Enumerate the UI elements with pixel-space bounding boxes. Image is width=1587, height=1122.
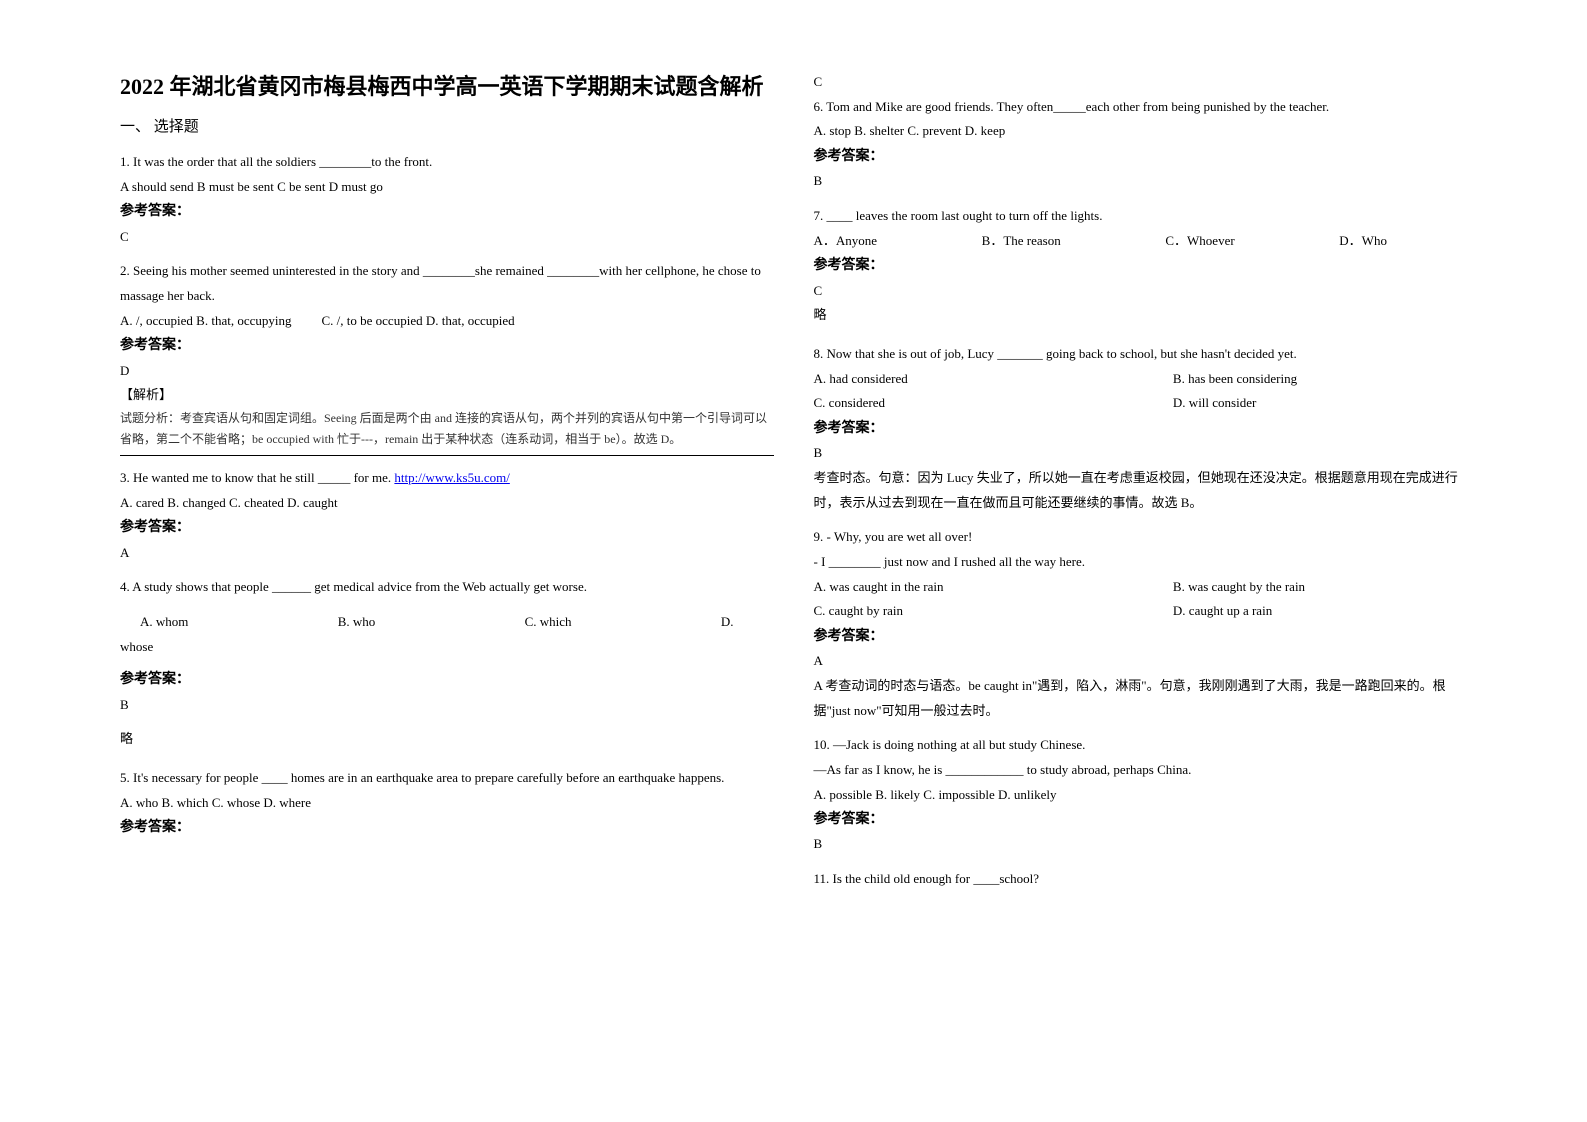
answer-label: 参考答案： bbox=[120, 667, 774, 692]
answer-label: 参考答案： bbox=[814, 253, 1468, 278]
q7-opt-c: C．Whoever bbox=[1165, 229, 1234, 254]
q11-text: 11. Is the child old enough for ____scho… bbox=[814, 867, 1468, 892]
question-1: 1. It was the order that all the soldier… bbox=[120, 150, 774, 249]
q4-opt-d: whose bbox=[120, 635, 774, 660]
answer-label: 参考答案： bbox=[120, 815, 774, 840]
q9-opt-c: C. caught by rain bbox=[814, 599, 1173, 624]
answer-label: 参考答案： bbox=[814, 807, 1468, 832]
answer-label: 参考答案： bbox=[120, 333, 774, 358]
q9-text1: 9. - Why, you are wet all over! bbox=[814, 525, 1468, 550]
q1-text: 1. It was the order that all the soldier… bbox=[120, 150, 774, 175]
q8-row1: A. had considered B. has been considerin… bbox=[814, 367, 1468, 392]
q10-options: A. possible B. likely C. impossible D. u… bbox=[814, 783, 1468, 808]
divider bbox=[120, 455, 774, 456]
question-8: 8. Now that she is out of job, Lucy ____… bbox=[814, 342, 1468, 515]
section-heading: 一、 选择题 bbox=[120, 115, 774, 136]
q6-text: 6. Tom and Mike are good friends. They o… bbox=[814, 95, 1468, 120]
q7-opt-d: D．Who bbox=[1339, 229, 1387, 254]
q8-analysis: 考查时态。句意：因为 Lucy 失业了，所以她一直在考虑重返校园，但她现在还没决… bbox=[814, 466, 1468, 515]
q2-analysis: 试题分析：考查宾语从句和固定词组。Seeing 后面是两个由 and 连接的宾语… bbox=[120, 408, 774, 451]
q4-opt-b: B. who bbox=[338, 610, 376, 635]
q1-options: A should send B must be sent C be sent D… bbox=[120, 175, 774, 200]
q4-opt-c: C. which bbox=[525, 610, 572, 635]
q9-row1: A. was caught in the rain B. was caught … bbox=[814, 575, 1468, 600]
q9-opt-d: D. caught up a rain bbox=[1173, 599, 1272, 624]
q8-opt-c: C. considered bbox=[814, 391, 1173, 416]
q3-text: 3. He wanted me to know that he still __… bbox=[120, 466, 774, 491]
q3-answer: A bbox=[120, 541, 774, 566]
question-5: 5. It's necessary for people ____ homes … bbox=[120, 766, 774, 841]
q2-options: A. /, occupied B. that, occupying C. /, … bbox=[120, 309, 774, 334]
q7-text: 7. ____ leaves the room last ought to tu… bbox=[814, 204, 1468, 229]
q8-text: 8. Now that she is out of job, Lucy ____… bbox=[814, 342, 1468, 367]
page-title: 2022 年湖北省黄冈市梅县梅西中学高一英语下学期期末试题含解析 bbox=[120, 70, 774, 103]
q6-options: A. stop B. shelter C. prevent D. keep bbox=[814, 119, 1468, 144]
q4-text: 4. A study shows that people ______ get … bbox=[120, 575, 774, 600]
q2-opt-left: A. /, occupied B. that, occupying bbox=[120, 309, 292, 334]
question-2: 2. Seeing his mother seemed uninterested… bbox=[120, 259, 774, 456]
answer-label: 参考答案： bbox=[120, 199, 774, 224]
question-6: 6. Tom and Mike are good friends. They o… bbox=[814, 95, 1468, 194]
q4-answer: B bbox=[120, 693, 774, 718]
q8-opt-b: B. has been considering bbox=[1173, 367, 1297, 392]
q6-answer: B bbox=[814, 169, 1468, 194]
q1-answer: C bbox=[120, 225, 774, 250]
q10-text1: 10. —Jack is doing nothing at all but st… bbox=[814, 733, 1468, 758]
answer-label: 参考答案： bbox=[814, 144, 1468, 169]
q8-opt-a: A. had considered bbox=[814, 367, 1173, 392]
q7-options: A．Anyone B．The reason C．Whoever D．Who bbox=[814, 229, 1468, 254]
q9-text2: - I ________ just now and I rushed all t… bbox=[814, 550, 1468, 575]
q4-options-row1: A. whom B. who C. which D. bbox=[120, 610, 774, 635]
answer-label: 参考答案： bbox=[120, 515, 774, 540]
question-11: 11. Is the child old enough for ____scho… bbox=[814, 867, 1468, 892]
q5-answer: C bbox=[814, 70, 1468, 95]
q7-omitted: 略 bbox=[814, 303, 1468, 328]
answer-label: 参考答案： bbox=[814, 624, 1468, 649]
q3-link[interactable]: http://www.ks5u.com/ bbox=[394, 470, 509, 485]
question-7: 7. ____ leaves the room last ought to tu… bbox=[814, 204, 1468, 328]
q4-omitted: 略 bbox=[120, 727, 774, 752]
q10-text2: —As far as I know, he is ____________ to… bbox=[814, 758, 1468, 783]
q10-answer: B bbox=[814, 832, 1468, 857]
q7-answer: C bbox=[814, 279, 1468, 304]
q3-options: A. cared B. changed C. cheated D. caught bbox=[120, 491, 774, 516]
right-column: C 6. Tom and Mike are good friends. They… bbox=[794, 70, 1488, 1052]
q4-opt-d-prefix: D. bbox=[721, 610, 734, 635]
q3-text-pre: 3. He wanted me to know that he still __… bbox=[120, 470, 394, 485]
q2-answer: D bbox=[120, 359, 774, 384]
answer-label: 参考答案： bbox=[814, 416, 1468, 441]
q8-row2: C. considered D. will consider bbox=[814, 391, 1468, 416]
q8-answer: B bbox=[814, 441, 1468, 466]
q2-text: 2. Seeing his mother seemed uninterested… bbox=[120, 259, 774, 308]
q9-opt-a: A. was caught in the rain bbox=[814, 575, 1173, 600]
q9-row2: C. caught by rain D. caught up a rain bbox=[814, 599, 1468, 624]
analysis-label: 【解析】 bbox=[120, 383, 774, 408]
q7-opt-b: B．The reason bbox=[982, 229, 1061, 254]
q4-opt-a: A. whom bbox=[120, 610, 188, 635]
q9-opt-b: B. was caught by the rain bbox=[1173, 575, 1305, 600]
left-column: 2022 年湖北省黄冈市梅县梅西中学高一英语下学期期末试题含解析 一、 选择题 … bbox=[100, 70, 794, 1052]
q7-opt-a: A．Anyone bbox=[814, 229, 878, 254]
q9-answer: A bbox=[814, 649, 1468, 674]
question-10: 10. —Jack is doing nothing at all but st… bbox=[814, 733, 1468, 857]
question-9: 9. - Why, you are wet all over! - I ____… bbox=[814, 525, 1468, 723]
question-3: 3. He wanted me to know that he still __… bbox=[120, 466, 774, 565]
q5-text: 5. It's necessary for people ____ homes … bbox=[120, 766, 774, 791]
q9-analysis: A 考查动词的时态与语态。be caught in"遇到，陷入，淋雨"。句意，我… bbox=[814, 674, 1468, 723]
q8-opt-d: D. will consider bbox=[1173, 391, 1256, 416]
question-4: 4. A study shows that people ______ get … bbox=[120, 575, 774, 752]
q2-opt-right: C. /, to be occupied D. that, occupied bbox=[322, 309, 515, 334]
q5-options: A. who B. which C. whose D. where bbox=[120, 791, 774, 816]
